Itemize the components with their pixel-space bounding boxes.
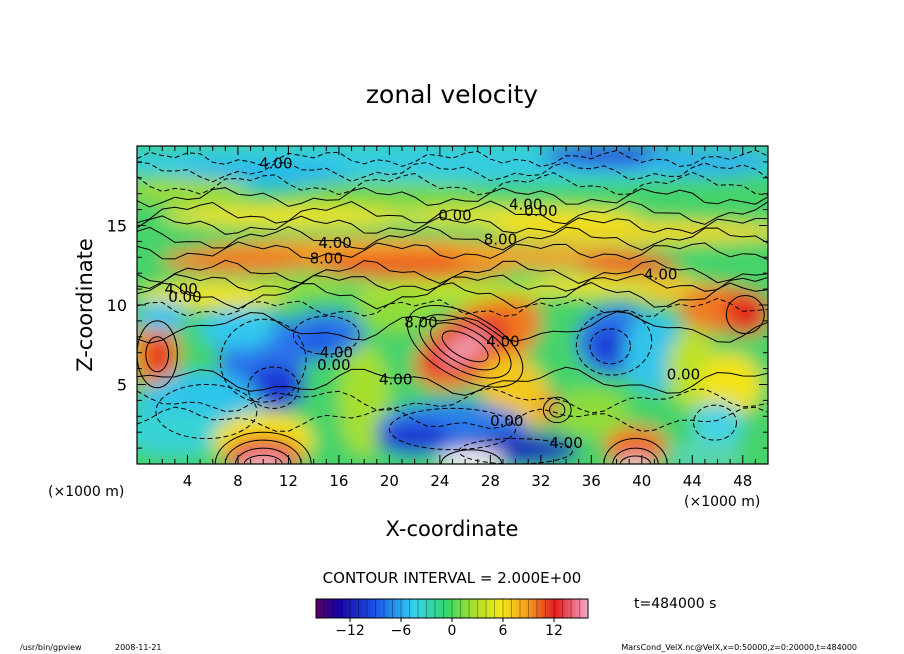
contour-label: 0.00: [438, 207, 471, 225]
contour-label: 4.00: [164, 280, 197, 298]
x-axis: 4 8 12 16 20 24 28 32 36 40 44 48: [149, 146, 756, 490]
x-tick-label: 28: [481, 472, 500, 490]
x-unit-right: (×1000 m): [684, 494, 760, 510]
contour-label: 8.00: [310, 250, 343, 268]
contour-label: 0.00: [667, 366, 700, 384]
x-tick-label: 8: [233, 472, 243, 490]
x-axis-label: X-coordinate: [386, 517, 519, 541]
y-tick-label: 15: [107, 217, 127, 236]
x-tick-label: 16: [329, 472, 348, 490]
contour-label: 0.00: [317, 356, 350, 374]
plot-area: 4.000.004.000.004.008.008.004.004.000.00…: [137, 146, 768, 464]
colorbar-tick-label: 0: [448, 623, 457, 639]
contour-label: 4.00: [318, 234, 351, 252]
chart-title: zonal velocity: [366, 80, 538, 109]
y-axis: 5 10 15: [107, 161, 768, 449]
contour-label: 4.00: [379, 371, 412, 389]
x-tick-label: 48: [733, 472, 752, 490]
contour-labels: 4.000.004.000.004.008.008.004.004.000.00…: [164, 154, 700, 452]
y-tick-label: 5: [117, 376, 127, 395]
x-tick-label: 12: [279, 472, 298, 490]
colorbar-ticks: −12 −6 0 6 12: [324, 599, 580, 639]
contour-label: 8.00: [484, 231, 517, 249]
footer-date: 2008-11-21: [115, 643, 162, 652]
contour-label: 4.00: [320, 343, 353, 361]
contour-label: 4.00: [509, 196, 542, 214]
x-tick-label: 20: [380, 472, 399, 490]
contour-label: 4.00: [259, 154, 292, 172]
contour-label: 4.00: [549, 434, 582, 452]
x-tick-label: 24: [430, 472, 449, 490]
footer-source: MarsCond_VelX.nc@VelX,x=0:50000,z=0:2000…: [621, 643, 857, 652]
contour-label: 0.00: [490, 412, 523, 430]
contour-interval: CONTOUR INTERVAL = 2.000E+00: [323, 569, 582, 587]
contour-label: 0.00: [524, 202, 557, 220]
x-tick-label: 44: [683, 472, 702, 490]
footer-program: /usr/bin/gpview: [20, 643, 82, 652]
colorbar-tick-label: −6: [391, 623, 412, 639]
x-tick-label: 32: [531, 472, 550, 490]
colorbar-tick-label: 12: [545, 623, 563, 639]
x-tick-label: 36: [582, 472, 601, 490]
x-tick-label: 4: [183, 472, 193, 490]
contour-label: 4.00: [486, 332, 519, 350]
contour-label: 0.00: [168, 288, 201, 306]
time-label: t=484000 s: [634, 596, 716, 612]
x-tick-label: 40: [632, 472, 651, 490]
y-tick-label: 10: [107, 296, 127, 315]
colorbar-tick-label: 6: [499, 623, 508, 639]
colorbar-tick-label: −12: [335, 623, 365, 639]
contour-label: 8.00: [404, 313, 437, 331]
y-axis-label: Z-coordinate: [73, 238, 97, 372]
contour-lines: [137, 149, 768, 464]
contour-label: 4.00: [644, 266, 677, 284]
x-unit-left: (×1000 m): [48, 484, 124, 500]
